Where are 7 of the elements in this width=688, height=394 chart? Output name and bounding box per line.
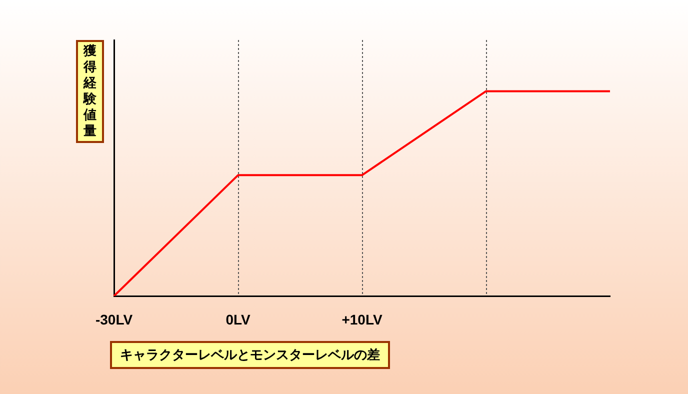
label-frame: キャラクターレベルとモンスターレベルの差 (110, 341, 390, 369)
y-axis-title: 獲得経験値量 (84, 44, 96, 140)
x-tick-label: +10LV (342, 311, 383, 328)
x-axis-title: キャラクターレベルとモンスターレベルの差 (120, 348, 380, 363)
x-tick-label: -30LV (95, 311, 134, 328)
label-frame: 獲得経験値量 (76, 40, 104, 143)
x-tick-label: 0LV (226, 311, 251, 328)
